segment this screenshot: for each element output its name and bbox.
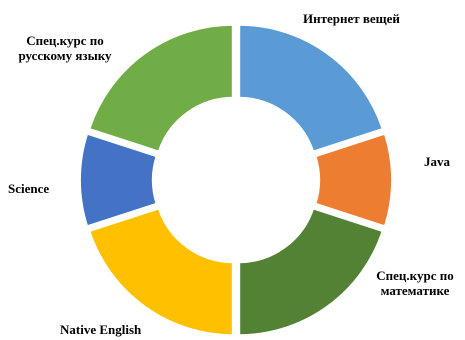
slice-label-math-line2: математике (380, 283, 450, 298)
donut-slice-science (77, 131, 160, 229)
slice-label-internet: Интернет вещей (303, 11, 400, 26)
slice-label-java: Java (424, 154, 450, 169)
slice-label-math-line1: Спец.курс по (376, 268, 454, 283)
donut-slice-english (86, 205, 235, 338)
slice-label-russian: Спец.курс по русскому языку (6, 33, 124, 63)
slice-label-english: Native English (60, 322, 142, 337)
donut-slice-russian (86, 22, 235, 155)
slice-label-math: Спец.курс по математике (367, 268, 463, 298)
donut-slice-math (237, 205, 386, 338)
donut-slice-java (312, 131, 395, 229)
slice-label-russian-line2: русскому языку (18, 48, 112, 63)
donut-slice-internet (237, 22, 386, 155)
slice-label-science: Science (8, 181, 50, 196)
slice-label-russian-line1: Спец.курс по (26, 33, 104, 48)
